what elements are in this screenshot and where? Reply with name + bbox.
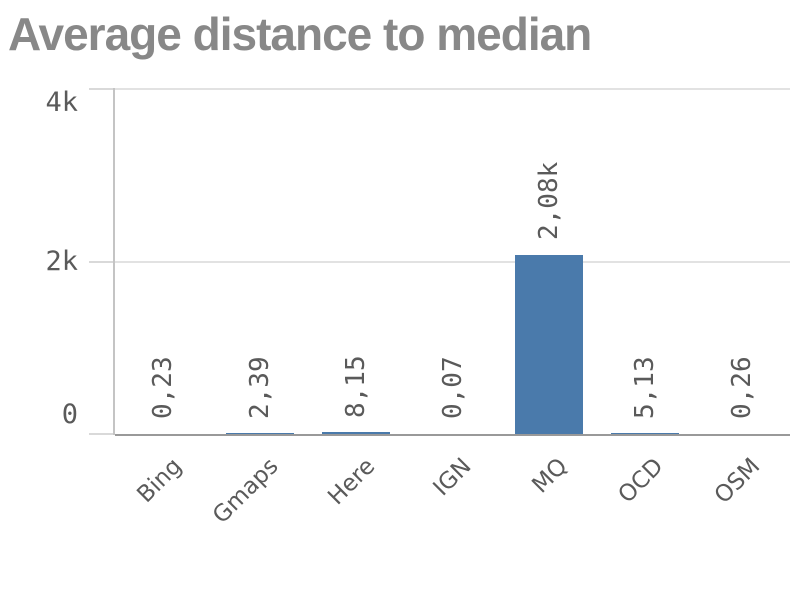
- bar-value-label: 2,39: [244, 356, 275, 419]
- category-label[interactable]: IGN: [428, 453, 477, 502]
- y-tick-mark: [89, 260, 115, 263]
- bar[interactable]: [225, 433, 294, 434]
- gridline: [115, 260, 790, 263]
- bar[interactable]: [514, 254, 583, 434]
- category-label[interactable]: OSM: [709, 453, 766, 509]
- y-tick-label: 0: [61, 399, 78, 430]
- category-label[interactable]: OCD: [613, 453, 670, 509]
- y-tick-label: 4k: [45, 87, 78, 118]
- category-label[interactable]: Here: [322, 453, 380, 511]
- chart-title: Average distance to median: [8, 8, 592, 60]
- bar-value-label: 2,08k: [533, 161, 564, 240]
- y-axis-line: [113, 88, 115, 435]
- bar-value-label: 5,13: [630, 355, 661, 419]
- bar[interactable]: [611, 432, 680, 434]
- y-tick-mark: [89, 433, 115, 435]
- bar[interactable]: [322, 432, 391, 434]
- bar-value-label: 0,07: [437, 356, 468, 419]
- y-tick-mark: [89, 88, 115, 90]
- category-label[interactable]: Gmaps: [207, 453, 284, 529]
- category-label[interactable]: MQ: [527, 453, 573, 499]
- bar-value-label: 0,23: [148, 356, 179, 419]
- gridline: [115, 88, 790, 90]
- bar-value-label: 0,26: [726, 356, 757, 419]
- y-tick-label: 2k: [45, 245, 78, 277]
- bar-value-label: 8,15: [341, 355, 372, 419]
- x-axis-line: [115, 434, 790, 436]
- category-label[interactable]: Bing: [132, 453, 187, 508]
